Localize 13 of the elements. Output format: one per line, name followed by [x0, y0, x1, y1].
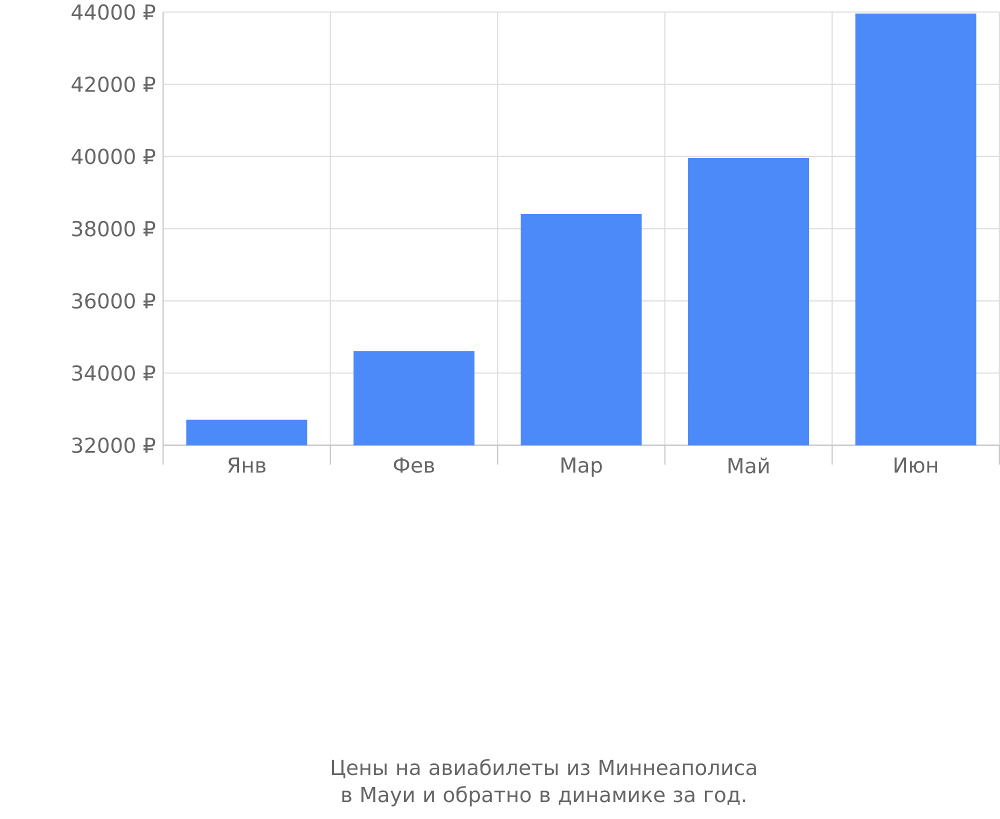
y-tick-label: 42000 ₽ [72, 76, 156, 92]
x-tick-label: Янв [228, 458, 266, 473]
y-tick-label: 34000 ₽ [72, 365, 156, 381]
x-tick-label: Мар [562, 458, 602, 477]
y-tick-label: 36000 ₽ [72, 293, 156, 309]
y-tick-label: 40000 ₽ [72, 148, 156, 164]
x-tick-label: Фев [394, 458, 434, 473]
y-tick-label: 32000 ₽ [72, 438, 156, 454]
x-tick-label: Июн [894, 458, 938, 473]
y-tick-label: 38000 ₽ [72, 220, 156, 237]
y-tick-label: 44000 ₽ [72, 4, 156, 20]
text: Цены на авиабилеты из Миннеаполиса в Мауи и обратно в динамике за год. [332, 759, 756, 806]
x-tick-label: Май [728, 458, 769, 474]
